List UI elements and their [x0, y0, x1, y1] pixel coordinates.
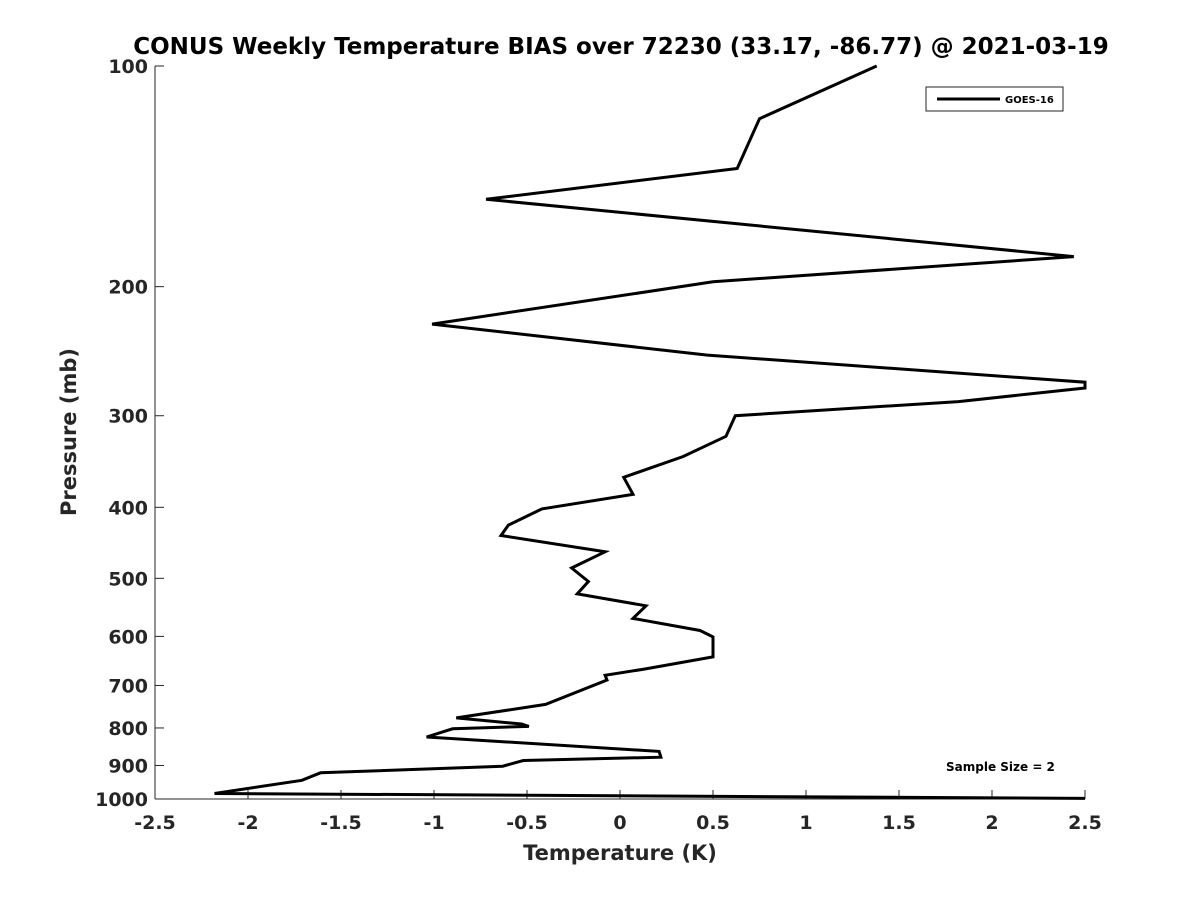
x-tick-label: -1: [423, 812, 444, 834]
x-tick-label: -1.5: [320, 812, 362, 834]
x-tick-label: 2.5: [1068, 812, 1102, 834]
x-tick-label: 1: [799, 812, 812, 834]
series-group: [214, 64, 1087, 800]
y-tick-label: 300: [108, 406, 148, 428]
x-tick-label: -2: [237, 812, 258, 834]
y-tick-label: 100: [108, 56, 148, 78]
y-tick-label: 200: [108, 277, 148, 299]
x-tick-label: -0.5: [506, 812, 548, 834]
y-tick-label: 1000: [95, 789, 148, 811]
x-tick-label: 0.5: [696, 812, 730, 834]
y-tick-label: 700: [108, 675, 148, 697]
x-tick-label: 2: [985, 812, 998, 834]
plot-area: [154, 66, 1085, 800]
legend-entry-goes16: GOES-16: [1005, 95, 1054, 106]
y-axis-ticks: 100 200 300 400 500 600 700 800 900 1000: [95, 56, 164, 811]
x-axis-label: Temperature (K): [523, 841, 717, 865]
y-tick-label: 400: [108, 497, 148, 519]
x-tick-label: 1.5: [882, 812, 916, 834]
sample-size-annotation: Sample Size = 2: [946, 760, 1055, 774]
x-axis-ticks: -2.5 -2 -1.5 -1 -0.5 0 0.5 1 1.5 2 2.5: [134, 790, 1102, 834]
y-tick-label: 600: [108, 626, 148, 648]
chart-title: CONUS Weekly Temperature BIAS over 72230…: [133, 34, 1108, 60]
y-tick-label: 800: [108, 718, 148, 740]
y-tick-label: 500: [108, 568, 148, 590]
x-tick-label: -2.5: [134, 812, 176, 834]
y-tick-label: 900: [108, 755, 148, 777]
legend: GOES-16: [925, 86, 1064, 112]
series-line-goes16: [214, 64, 1087, 800]
y-axis-label: Pressure (mb): [57, 348, 81, 516]
x-tick-label: 0: [613, 812, 626, 834]
